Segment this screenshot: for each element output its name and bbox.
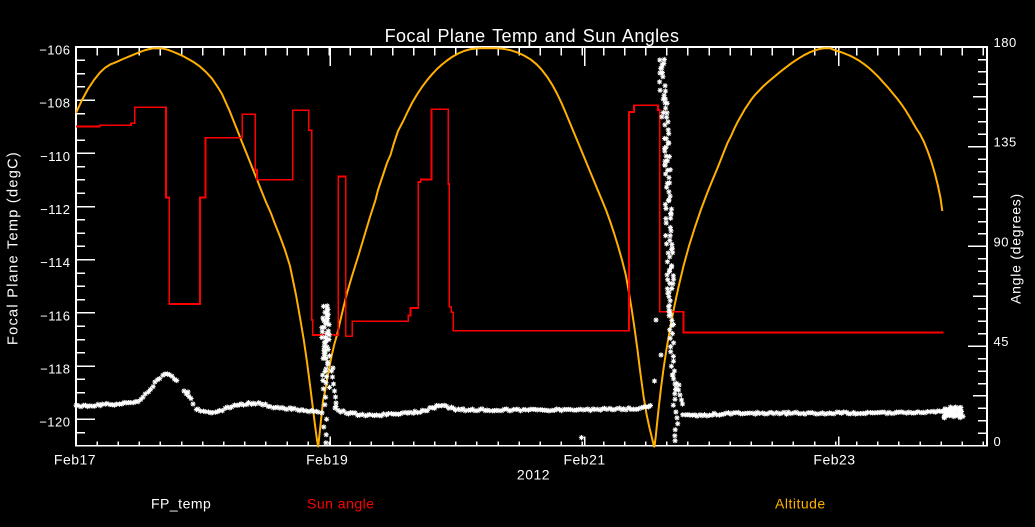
svg-text:−118: −118 <box>40 362 70 377</box>
svg-text:Feb23: Feb23 <box>813 452 855 468</box>
svg-text:−106: −106 <box>39 43 70 58</box>
svg-text:Altitude: Altitude <box>775 496 826 512</box>
svg-text:135: 135 <box>994 135 1017 150</box>
svg-text:Feb17: Feb17 <box>54 452 96 468</box>
svg-text:Feb21: Feb21 <box>563 452 605 468</box>
svg-text:−120: −120 <box>39 415 70 430</box>
svg-text:Focal Plane Temp and Sun Angle: Focal Plane Temp and Sun Angles <box>385 26 680 46</box>
svg-text:Focal Plane Temp (degC): Focal Plane Temp (degC) <box>6 151 22 345</box>
svg-text:Sun angle: Sun angle <box>307 496 375 512</box>
svg-text:−112: −112 <box>40 202 70 217</box>
svg-text:FP_temp: FP_temp <box>151 496 211 512</box>
svg-text:45: 45 <box>994 334 1009 349</box>
svg-text:−110: −110 <box>40 149 70 164</box>
svg-text:90: 90 <box>994 234 1009 249</box>
svg-text:−116: −116 <box>40 308 70 323</box>
svg-text:−108: −108 <box>39 96 70 111</box>
svg-text:−114: −114 <box>40 255 70 270</box>
svg-text:Feb19: Feb19 <box>306 452 348 468</box>
svg-text:180: 180 <box>994 35 1017 50</box>
svg-text:2012: 2012 <box>517 467 550 483</box>
svg-text:Angle (degrees): Angle (degrees) <box>1008 193 1024 304</box>
svg-text:0: 0 <box>994 434 1002 449</box>
